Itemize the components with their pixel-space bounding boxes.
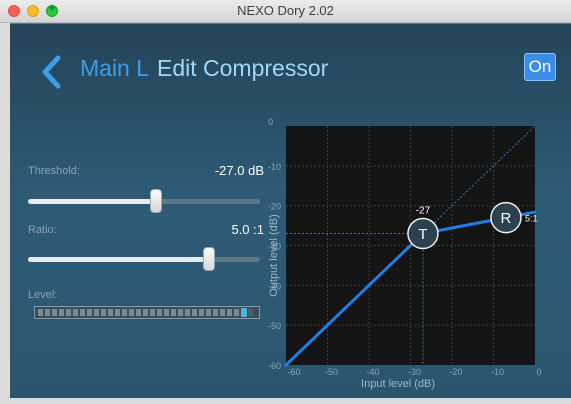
level-meter-segment	[227, 309, 232, 316]
level-meter-segment	[129, 309, 134, 316]
window-title: NEXO Dory 2.02	[237, 3, 334, 18]
level-meter-segment	[115, 309, 120, 316]
ratio-readout: 5:1	[525, 214, 538, 224]
level-label: Level:	[28, 289, 58, 301]
ratio-slider-thumb[interactable]	[202, 247, 215, 271]
x-tick-label: -50	[325, 367, 338, 377]
threshold-handle[interactable]	[407, 217, 439, 250]
x-tick-label: -30	[408, 367, 421, 377]
level-meter-segment	[87, 309, 92, 316]
y-axis-ticks: 0 -10 -20 -30 -40 -50 -60	[268, 118, 281, 371]
level-meter-segment	[94, 309, 99, 316]
unity-gain-line	[422, 125, 536, 234]
channel-name: Main L	[80, 55, 150, 81]
compressor-panel: Main L Edit Compressor On Threshold: -27…	[10, 23, 571, 398]
level-meter-segment	[38, 309, 43, 316]
y-axis-label: Output level (dB)	[268, 214, 280, 297]
threshold-readout: -27	[416, 206, 431, 217]
x-axis-ticks: -60 -50 -40 -30 -20 -10 0	[287, 367, 541, 377]
level-meter-segment	[59, 309, 64, 316]
threshold-label: Threshold:	[28, 165, 80, 177]
level-meter-segment	[143, 309, 148, 316]
x-tick-label: -40	[366, 367, 379, 377]
level-meter-segment	[157, 309, 162, 316]
x-axis-label: Input level (dB)	[361, 378, 435, 390]
chevron-left-icon[interactable]	[38, 54, 68, 90]
y-tick-label: -20	[268, 202, 281, 212]
x-tick-label: -10	[491, 367, 504, 377]
page-title: Edit Compressor	[157, 55, 329, 81]
level-meter-segment	[220, 309, 225, 316]
level-meter-segment	[199, 309, 204, 316]
zoom-window-button[interactable]: +	[46, 3, 58, 17]
level-meter	[34, 306, 260, 319]
x-tick-label: -60	[287, 367, 300, 377]
title-bar: + NEXO Dory 2.02	[0, 0, 571, 23]
y-tick-label: -40	[268, 281, 281, 291]
level-meter-segment	[164, 309, 169, 316]
compressor-graph[interactable]: -60 -50 -40 -30 -20 -10 0 0-10-20-30-40-50-60 …	[265, 118, 571, 398]
level-meter-segment	[185, 309, 190, 316]
minimize-window-button[interactable]	[27, 5, 39, 17]
ratio-handle[interactable]	[490, 201, 522, 234]
y-tick-label: -10	[268, 162, 281, 172]
threshold-slider-fill	[28, 199, 156, 204]
x-tick-label: 0	[536, 367, 541, 377]
threshold-value: -27.0 dB	[214, 163, 264, 178]
level-meter-segment	[248, 309, 253, 316]
ratio-handle-label: R	[501, 210, 512, 227]
level-meter-segment	[192, 309, 197, 316]
threshold-slider[interactable]	[28, 189, 260, 213]
level-meter-segment	[178, 309, 183, 316]
y-tick-label: -50	[268, 321, 281, 331]
level-meter-segment	[52, 309, 57, 316]
y-tick-label: 0	[268, 118, 273, 127]
level-meter-segment	[108, 309, 113, 316]
ratio-slider[interactable]	[28, 247, 260, 271]
threshold-slider-thumb[interactable]	[149, 189, 162, 213]
ratio-slider-fill	[28, 257, 209, 262]
ratio-value: 5.0 :1	[231, 222, 264, 237]
level-meter-segment	[171, 309, 176, 316]
y-tick-label: -60	[268, 361, 281, 371]
level-meter-segment	[136, 309, 141, 316]
level-meter-segment	[234, 309, 239, 316]
plus-icon: +	[47, 3, 57, 14]
level-meter-segment	[73, 309, 78, 316]
on-toggle-button[interactable]: On	[524, 53, 556, 81]
level-meter-segment	[80, 309, 85, 316]
ratio-label: Ratio:	[28, 224, 57, 236]
level-meter-segment	[150, 309, 155, 316]
level-meter-peak	[241, 308, 247, 317]
level-meter-segment	[206, 309, 211, 316]
level-meter-segment	[122, 309, 127, 316]
level-meter-segment	[66, 309, 71, 316]
threshold-handle-label: T	[418, 226, 427, 243]
close-window-button[interactable]	[8, 5, 20, 17]
level-meter-segment	[101, 309, 106, 316]
level-meter-segment	[213, 309, 218, 316]
x-tick-label: -20	[449, 367, 462, 377]
y-tick-label: -30	[268, 242, 281, 252]
level-meter-segment	[45, 309, 50, 316]
